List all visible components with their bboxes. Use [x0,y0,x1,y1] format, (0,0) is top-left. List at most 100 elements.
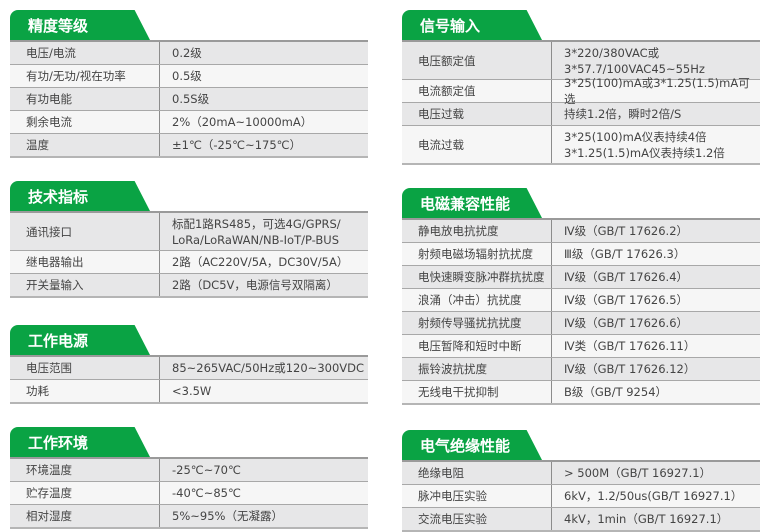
table-row: 振铃波抗扰度 Ⅳ级（GB/T 17626.12） [402,357,760,380]
spec-value: 3*25(100)mA或3*1.25(1.5)mA可选 [564,76,750,106]
table-row: 有功/无功/视在功率 0.5级 [10,64,368,87]
spec-table: 绝缘电阻 > 500M（GB/T 16927.1） 脉冲电压实验 6kV，1.2/5… [402,460,760,532]
spec-value: Ⅳ级（GB/T 17626.12） [564,362,696,376]
spec-value: -40℃~85℃ [172,486,241,500]
section-title: 技术指标 [10,181,150,211]
spec-label: 继电器输出 [10,251,160,273]
spec-value: Ⅳ级（GB/T 17626.5） [564,293,689,307]
spec-label: 脉冲电压实验 [402,485,552,507]
spec-label: 电流过载 [402,126,552,163]
spec-section: 精度等级 电压/电流 0.2级 有功/无功/视在功率 0.5级 有功电能 0.5S级 剩余电流… [10,10,368,158]
table-row: 贮存温度 -40℃~85℃ [10,481,368,504]
spec-value: <3.5W [172,384,212,398]
spec-label: 有功电能 [10,88,160,110]
table-row: 继电器输出 2路（AC220V/5A，DC30V/5A） [10,250,368,273]
spec-value: > 500M（GB/T 16927.1） [564,466,712,480]
spec-value: -25℃~70℃ [172,463,241,477]
table-row: 电压过载 持续1.2倍，瞬时2倍/S [402,102,760,125]
table-row: 电快速瞬变脉冲群抗扰度 Ⅳ级（GB/T 17626.4） [402,265,760,288]
spec-value: 2路（DC5V，电源信号双隔离） [172,278,338,292]
spec-section: 信号输入 电压额定值 3*220/380VAC或 3*57.7/100VAC45~5… [402,10,760,165]
table-row: 温度 ±1℃（-25℃~175℃） [10,133,368,156]
table-row: 通讯接口 标配1路RS485，可选4G/GPRS/ LoRa/LoRaWAN/NB… [10,213,368,250]
spec-label: 通讯接口 [10,213,160,250]
table-row: 电压暂降和短时中断 Ⅳ类（GB/T 17626.11） [402,334,760,357]
table-row: 电压/电流 0.2级 [10,42,368,64]
spec-table: 环境温度 -25℃~70℃ 贮存温度 -40℃~85℃ 相对湿度 5%~95%（无凝露） [10,457,368,529]
table-row: 绝缘电阻 > 500M（GB/T 16927.1） [402,462,760,484]
spec-label: 功耗 [10,380,160,402]
table-row: 电压范围 85~265VAC/50Hz或120~300VDC [10,357,368,379]
spec-label: 电压范围 [10,357,160,379]
spec-value: 2%（20mA~10000mA） [172,115,313,129]
section-title: 工作电源 [10,325,150,355]
spec-label: 电快速瞬变脉冲群抗扰度 [402,266,552,288]
spec-label: 射频电磁场辐射抗扰度 [402,243,552,265]
spec-section: 电磁兼容性能 静电放电抗扰度 Ⅳ级（GB/T 17626.2） 射频电磁场辐射抗扰度 Ⅲ… [402,188,760,405]
table-row: 相对湿度 5%~95%（无凝露） [10,504,368,527]
section-title: 信号输入 [402,10,542,40]
spec-value: 4kV，1min（GB/T 16927.1） [564,512,729,526]
spec-value: 标配1路RS485，可选4G/GPRS/ LoRa/LoRaWAN/NB-IoT… [172,216,341,247]
spec-value: 3*25(100)mA仪表持续4倍 3*1.25(1.5)mA仪表持续1.2倍 [564,129,725,160]
spec-value: 持续1.2倍，瞬时2倍/S [564,107,682,121]
table-row: 无线电干扰抑制 B级（GB/T 9254） [402,380,760,403]
spec-label: 无线电干扰抑制 [402,381,552,403]
spec-value: ±1℃（-25℃~175℃） [172,138,302,152]
table-row: 电流过载 3*25(100)mA仪表持续4倍 3*1.25(1.5)mA仪表持续1… [402,125,760,163]
table-row: 电流额定值 3*25(100)mA或3*1.25(1.5)mA可选 [402,76,760,106]
section-title: 电磁兼容性能 [402,188,542,218]
spec-table: 电压额定值 3*220/380VAC或 3*57.7/100VAC45~55Hz 电… [402,40,760,165]
spec-value: 3*220/380VAC或 3*57.7/100VAC45~55Hz [564,45,705,76]
table-row: 脉冲电压实验 6kV，1.2/50us(GB/T 16927.1） [402,484,760,507]
table-row: 射频电磁场辐射抗扰度 Ⅲ级（GB/T 17626.3） [402,242,760,265]
spec-value: 0.5S级 [172,92,210,106]
spec-section: 技术指标 通讯接口 标配1路RS485，可选4G/GPRS/ LoRa/LoRaWA… [10,181,368,298]
spec-table: 通讯接口 标配1路RS485，可选4G/GPRS/ LoRa/LoRaWAN/NB… [10,211,368,298]
spec-value: Ⅳ级（GB/T 17626.6） [564,316,689,330]
spec-value: Ⅳ类（GB/T 17626.11） [564,339,696,353]
spec-label: 相对湿度 [10,505,160,527]
spec-label: 电压/电流 [10,42,160,64]
spec-label: 电压过载 [402,103,552,125]
section-title: 电气绝缘性能 [402,430,542,460]
spec-label: 剩余电流 [10,111,160,133]
spec-label: 电流额定值 [402,80,552,102]
spec-value: Ⅲ级（GB/T 17626.3） [564,247,686,261]
spec-label: 静电放电抗扰度 [402,220,552,242]
spec-label: 温度 [10,134,160,156]
table-row: 功耗 <3.5W [10,379,368,402]
table-row: 环境温度 -25℃~70℃ [10,459,368,481]
spec-label: 浪涌（冲击）抗扰度 [402,289,552,311]
spec-label: 交流电压实验 [402,508,552,530]
spec-label: 绝缘电阻 [402,462,552,484]
spec-value: B级（GB/T 9254） [564,385,668,399]
spec-label: 振铃波抗扰度 [402,358,552,380]
table-row: 浪涌（冲击）抗扰度 Ⅳ级（GB/T 17626.5） [402,288,760,311]
spec-value: 0.2级 [172,46,202,60]
spec-value: 2路（AC220V/5A，DC30V/5A） [172,255,349,269]
table-row: 交流电压实验 4kV，1min（GB/T 16927.1） [402,507,760,530]
spec-label: 电压暂降和短时中断 [402,335,552,357]
spec-label: 贮存温度 [10,482,160,504]
table-row: 开关量输入 2路（DC5V，电源信号双隔离） [10,273,368,296]
spec-value: 5%~95%（无凝露） [172,509,283,523]
spec-value: 85~265VAC/50Hz或120~300VDC [172,361,365,375]
table-row: 有功电能 0.5S级 [10,87,368,110]
section-title: 工作环境 [10,427,150,457]
spec-table: 电压/电流 0.2级 有功/无功/视在功率 0.5级 有功电能 0.5S级 剩余电流 2%（2… [10,40,368,158]
spec-value: Ⅳ级（GB/T 17626.2） [564,224,689,238]
spec-value: 0.5级 [172,69,202,83]
table-row: 电压额定值 3*220/380VAC或 3*57.7/100VAC45~55Hz [402,42,760,79]
section-title: 精度等级 [10,10,150,40]
spec-table: 静电放电抗扰度 Ⅳ级（GB/T 17626.2） 射频电磁场辐射抗扰度 Ⅲ级（GB/T… [402,218,760,405]
spec-section: 工作环境 环境温度 -25℃~70℃ 贮存温度 -40℃~85℃ 相对湿度 5%~95%（无… [10,427,368,529]
table-row: 静电放电抗扰度 Ⅳ级（GB/T 17626.2） [402,220,760,242]
spec-label: 有功/无功/视在功率 [10,65,160,87]
spec-label: 射频传导骚扰抗扰度 [402,312,552,334]
table-row: 射频传导骚扰抗扰度 Ⅳ级（GB/T 17626.6） [402,311,760,334]
spec-label: 开关量输入 [10,274,160,296]
spec-label: 环境温度 [10,459,160,481]
spec-label: 电压额定值 [402,42,552,79]
table-row: 剩余电流 2%（20mA~10000mA） [10,110,368,133]
